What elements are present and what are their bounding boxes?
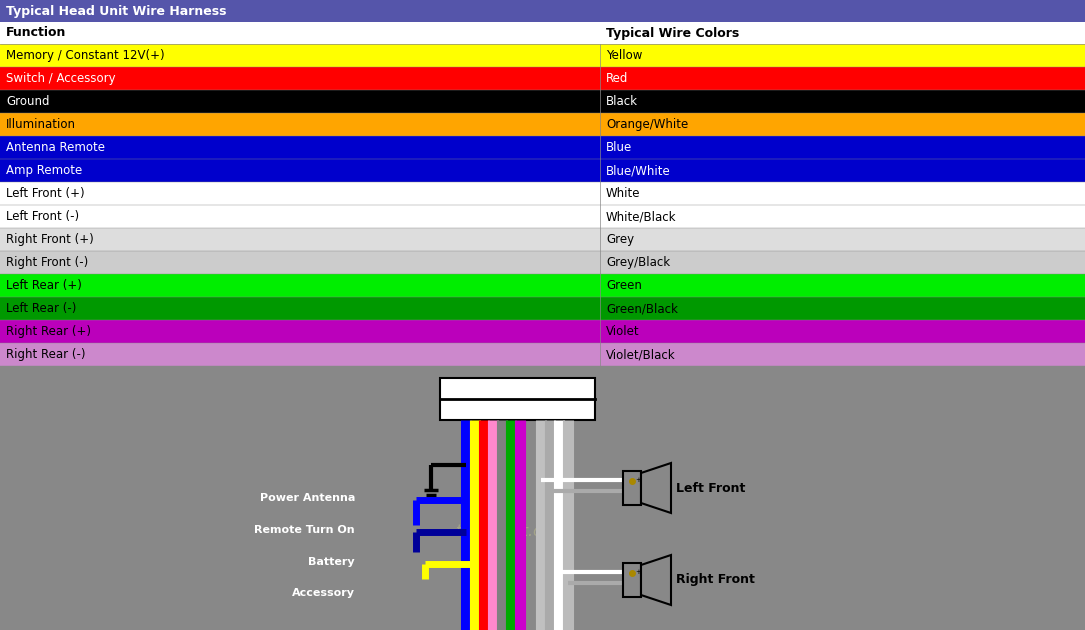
Text: Grey/Black: Grey/Black: [607, 256, 671, 269]
Text: Blue/White: Blue/White: [607, 164, 671, 177]
Text: Antenna Remote: Antenna Remote: [7, 141, 105, 154]
Bar: [600, 205, 1085, 228]
Bar: [600, 90, 1085, 113]
Text: +: +: [635, 569, 641, 575]
Bar: [600, 113, 1085, 136]
Text: Left Front: Left Front: [676, 481, 745, 495]
Text: Grey: Grey: [607, 233, 634, 246]
Bar: [0, 343, 600, 366]
Text: Typical Head Unit Wire Harness: Typical Head Unit Wire Harness: [7, 4, 227, 18]
Bar: [0, 182, 600, 205]
Text: Black: Black: [607, 95, 638, 108]
Polygon shape: [641, 555, 671, 605]
Bar: [0, 22, 1085, 44]
Text: Right Front: Right Front: [676, 573, 755, 587]
Bar: [0, 44, 600, 67]
Bar: [600, 274, 1085, 297]
Bar: [600, 136, 1085, 159]
Text: Violet: Violet: [607, 325, 640, 338]
Text: +: +: [635, 477, 641, 483]
Text: Left Rear (+): Left Rear (+): [7, 279, 81, 292]
Text: Power Antenna: Power Antenna: [259, 493, 355, 503]
Text: Left Front (-): Left Front (-): [7, 210, 79, 223]
Text: Function: Function: [7, 26, 66, 40]
Text: Red: Red: [607, 72, 628, 85]
Text: Switch / Accessory: Switch / Accessory: [7, 72, 116, 85]
Text: Left Rear (-): Left Rear (-): [7, 302, 76, 315]
Text: White: White: [607, 187, 640, 200]
Text: Illumination: Illumination: [7, 118, 76, 131]
Polygon shape: [641, 463, 671, 513]
Bar: [0, 136, 600, 159]
Text: Ground: Ground: [7, 95, 50, 108]
Bar: [600, 228, 1085, 251]
Text: Right Front (+): Right Front (+): [7, 233, 93, 246]
Text: Green/Black: Green/Black: [607, 302, 678, 315]
Bar: [0, 113, 600, 136]
Bar: [0, 228, 600, 251]
Bar: [600, 159, 1085, 182]
Bar: [0, 90, 600, 113]
Text: Accessory: Accessory: [292, 588, 355, 598]
Bar: [600, 251, 1085, 274]
Text: Green: Green: [607, 279, 642, 292]
Text: Battery: Battery: [308, 557, 355, 567]
Text: Right Rear (-): Right Rear (-): [7, 348, 86, 361]
Bar: [0, 205, 600, 228]
Text: Remote Turn On: Remote Turn On: [254, 525, 355, 535]
Text: Right Rear (+): Right Rear (+): [7, 325, 91, 338]
Bar: [600, 44, 1085, 67]
Text: Orange/White: Orange/White: [607, 118, 688, 131]
Text: Right Front (-): Right Front (-): [7, 256, 88, 269]
Bar: [623, 563, 641, 597]
Text: Yellow: Yellow: [607, 49, 642, 62]
Bar: [0, 159, 600, 182]
Text: Blue: Blue: [607, 141, 633, 154]
Bar: [0, 251, 600, 274]
Bar: [0, 297, 600, 320]
Text: Left Front (+): Left Front (+): [7, 187, 85, 200]
Text: White/Black: White/Black: [607, 210, 677, 223]
Text: Memory / Constant 12V(+): Memory / Constant 12V(+): [7, 49, 165, 62]
Text: Violet/Black: Violet/Black: [607, 348, 676, 361]
Bar: [441, 378, 595, 420]
Bar: [0, 274, 600, 297]
Text: Amp Remote: Amp Remote: [7, 164, 82, 177]
Bar: [0, 67, 600, 90]
Bar: [600, 182, 1085, 205]
Bar: [0, 0, 1085, 22]
Text: the12volt.com: the12volt.com: [455, 524, 565, 539]
Bar: [600, 297, 1085, 320]
Bar: [600, 67, 1085, 90]
Bar: [600, 320, 1085, 343]
Bar: [623, 471, 641, 505]
Bar: [600, 343, 1085, 366]
Bar: [0, 320, 600, 343]
Text: Typical Wire Colors: Typical Wire Colors: [607, 26, 739, 40]
